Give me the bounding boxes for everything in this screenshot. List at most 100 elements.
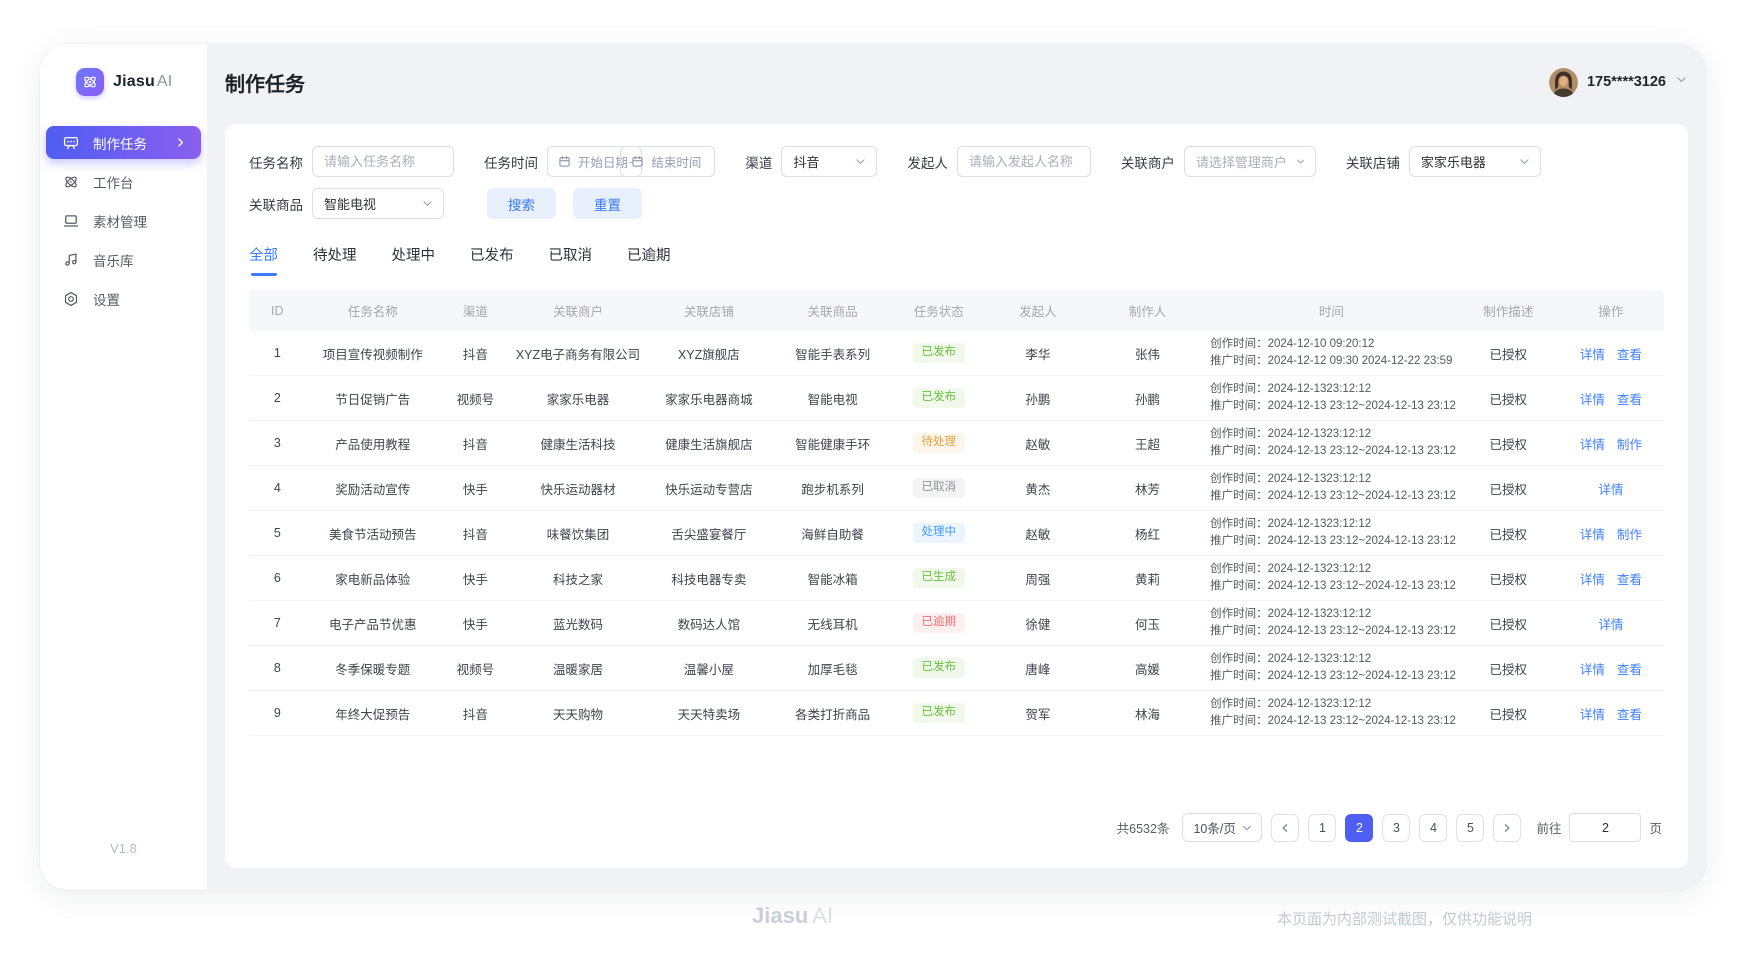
action-link[interactable]: 查看 (1616, 347, 1642, 362)
next-page-button[interactable] (1493, 813, 1522, 842)
cell-actions: 详情 查看 (1557, 375, 1664, 421)
page-button-4[interactable]: 4 (1419, 813, 1448, 842)
atom-logo-icon (76, 68, 104, 96)
action-link[interactable]: 查看 (1616, 392, 1642, 407)
table-row: 6 家电新品体验 快手 科技之家 科技电器专卖 智能冰箱 已生成 周强 黄莉 创… (249, 555, 1664, 601)
cell-product: 加厚毛毯 (772, 645, 893, 691)
cell-channel: 抖音 (440, 510, 511, 556)
cell-product: 智能手表系列 (772, 331, 893, 376)
cell-merchant: 家家乐电器 (510, 375, 646, 421)
page-button-3[interactable]: 3 (1382, 813, 1411, 842)
end-date-input[interactable]: 结束时间 (620, 146, 716, 177)
sidebar-item-production-tasks[interactable]: 制作任务 (46, 126, 201, 159)
page-title: 制作任务 (225, 73, 305, 96)
start-date-input[interactable]: 开始日期 (547, 146, 642, 177)
avatar (1548, 67, 1578, 97)
footer-note: 本页面为内部测试截图，仅供功能说明 (1276, 911, 1532, 928)
action-link[interactable]: 查看 (1616, 662, 1642, 677)
filter-row-1: 任务名称 任务时间 开始日期 - 结束时间 (249, 146, 1664, 177)
chevron-down-icon (856, 159, 865, 164)
table-row: 9 年终大促预告 抖音 天天购物 天天特卖场 各类打折商品 已发布 贺军 林海 … (249, 690, 1664, 736)
tab-canceled[interactable]: 已取消 (548, 248, 593, 264)
goto-label: 前往 (1536, 822, 1562, 836)
cell-time: 创作时间：2024-12-1323:12:12 推广时间：2024-12-13 … (1204, 690, 1459, 736)
chevron-left-icon (1283, 823, 1288, 832)
sidebar-item-workbench[interactable]: 工作台 (46, 165, 201, 198)
filter-shop: 关联店铺 家家乐电器 (1346, 146, 1541, 177)
page-button-5[interactable]: 5 (1456, 813, 1485, 842)
action-link[interactable]: 详情 (1579, 527, 1605, 542)
atom-icon (65, 176, 77, 187)
cell-product: 海鲜自助餐 (772, 510, 893, 556)
channel-select[interactable]: 抖音 (781, 146, 878, 177)
tab-published[interactable]: 已发布 (470, 248, 514, 264)
user-menu[interactable]: 175****3126 (1548, 67, 1688, 97)
filter-product: 关联商品 智能电视 (249, 188, 444, 219)
cell-task-name: 家电新品体验 (305, 555, 441, 601)
action-link[interactable]: 详情 (1579, 662, 1605, 677)
pagination: 共6532条 10条/页 1 2 3 4 5 (249, 797, 1664, 854)
action-link[interactable]: 详情 (1579, 392, 1605, 407)
cell-product: 智能电视 (772, 375, 893, 421)
action-link[interactable]: 查看 (1616, 707, 1642, 722)
table-row: 5 美食节活动预告 抖音 味餐饮集团 舌尖盛宴餐厅 海鲜自助餐 处理中 赵敏 杨… (249, 510, 1664, 556)
cell-initiator: 徐健 (984, 600, 1091, 646)
task-name-input[interactable] (312, 146, 454, 177)
cell-task-name: 项目宣传视频制作 (305, 331, 441, 376)
action-link[interactable]: 详情 (1579, 707, 1605, 722)
sidebar-item-materials[interactable]: 素材管理 (46, 204, 201, 237)
action-link[interactable]: 查看 (1616, 572, 1642, 587)
col-task-name: 任务名称 (305, 290, 441, 331)
cell-shop: 快乐运动专营店 (645, 465, 773, 511)
action-link[interactable]: 详情 (1598, 617, 1624, 632)
shop-select[interactable]: 家家乐电器 (1408, 146, 1541, 177)
cell-task-name: 电子产品节优惠 (305, 600, 441, 646)
table-row: 3 产品使用教程 抖音 健康生活科技 健康生活旗舰店 智能健康手环 待处理 赵敏… (249, 420, 1664, 466)
reset-button[interactable]: 重置 (573, 188, 642, 219)
cell-actions: 详情 查看 (1557, 555, 1664, 601)
channel-label: 渠道 (745, 155, 773, 171)
cell-desc: 已授权 (1458, 600, 1558, 646)
calendar-icon (632, 156, 643, 167)
tab-pending[interactable]: 待处理 (313, 248, 357, 264)
page-button-1[interactable]: 1 (1308, 813, 1337, 842)
cell-id: 5 (249, 510, 306, 556)
cell-maker: 王超 (1090, 420, 1205, 466)
table-row: 7 电子产品节优惠 快手 蓝光数码 数码达人馆 无线耳机 已逾期 徐健 何玉 创… (249, 600, 1664, 646)
prev-page-button[interactable] (1271, 813, 1300, 842)
action-link[interactable]: 制作 (1616, 527, 1642, 542)
tab-all[interactable]: 全部 (249, 244, 278, 276)
cell-channel: 快手 (440, 555, 511, 601)
table-header: ID 任务名称 渠道 关联商户 关联店铺 关联商品 任务状态 发起人 制作人 时… (249, 290, 1664, 331)
cell-channel: 快手 (440, 600, 511, 646)
action-link[interactable]: 制作 (1616, 437, 1642, 452)
goto-page-input[interactable] (1569, 813, 1642, 842)
action-link[interactable]: 详情 (1598, 482, 1624, 497)
filter-row-2: 关联商品 智能电视 搜索 重置 (249, 188, 1664, 219)
sidebar-item-settings[interactable]: 设置 (46, 282, 201, 315)
cell-id: 3 (249, 420, 306, 466)
sidebar-item-music-library[interactable]: 音乐库 (46, 243, 201, 276)
status-badge: 处理中 (912, 523, 966, 543)
page-size-select[interactable]: 10条/页 (1182, 813, 1263, 842)
initiator-input[interactable] (956, 146, 1091, 177)
action-link[interactable]: 详情 (1579, 572, 1605, 587)
tab-processing[interactable]: 处理中 (391, 248, 436, 264)
tab-overdue[interactable]: 已逾期 (627, 248, 671, 264)
table-row: 1 项目宣传视频制作 抖音 XYZ电子商务有限公司 XYZ旗舰店 智能手表系列 … (249, 331, 1664, 376)
action-link[interactable]: 详情 (1579, 437, 1605, 452)
cell-task-name: 奖励活动宣传 (305, 465, 441, 511)
filter-task-name: 任务名称 (249, 146, 454, 177)
cell-time: 创作时间：2024-12-1323:12:12 推广时间：2024-12-13 … (1204, 600, 1459, 646)
action-link[interactable]: 详情 (1579, 347, 1605, 362)
product-select[interactable]: 智能电视 (312, 188, 444, 219)
cell-initiator: 孙鹏 (984, 375, 1091, 421)
col-product: 关联商品 (772, 290, 893, 331)
chevron-down-icon (1520, 159, 1529, 164)
page-button-2[interactable]: 2 (1345, 813, 1374, 842)
sidebar: Jiasu AI 制作任务 (40, 44, 207, 890)
cell-id: 1 (249, 331, 306, 376)
cell-task-name: 节日促销广告 (305, 375, 441, 421)
search-button[interactable]: 搜索 (487, 188, 556, 219)
merchant-select[interactable]: 请选择管理商户 (1183, 146, 1316, 177)
